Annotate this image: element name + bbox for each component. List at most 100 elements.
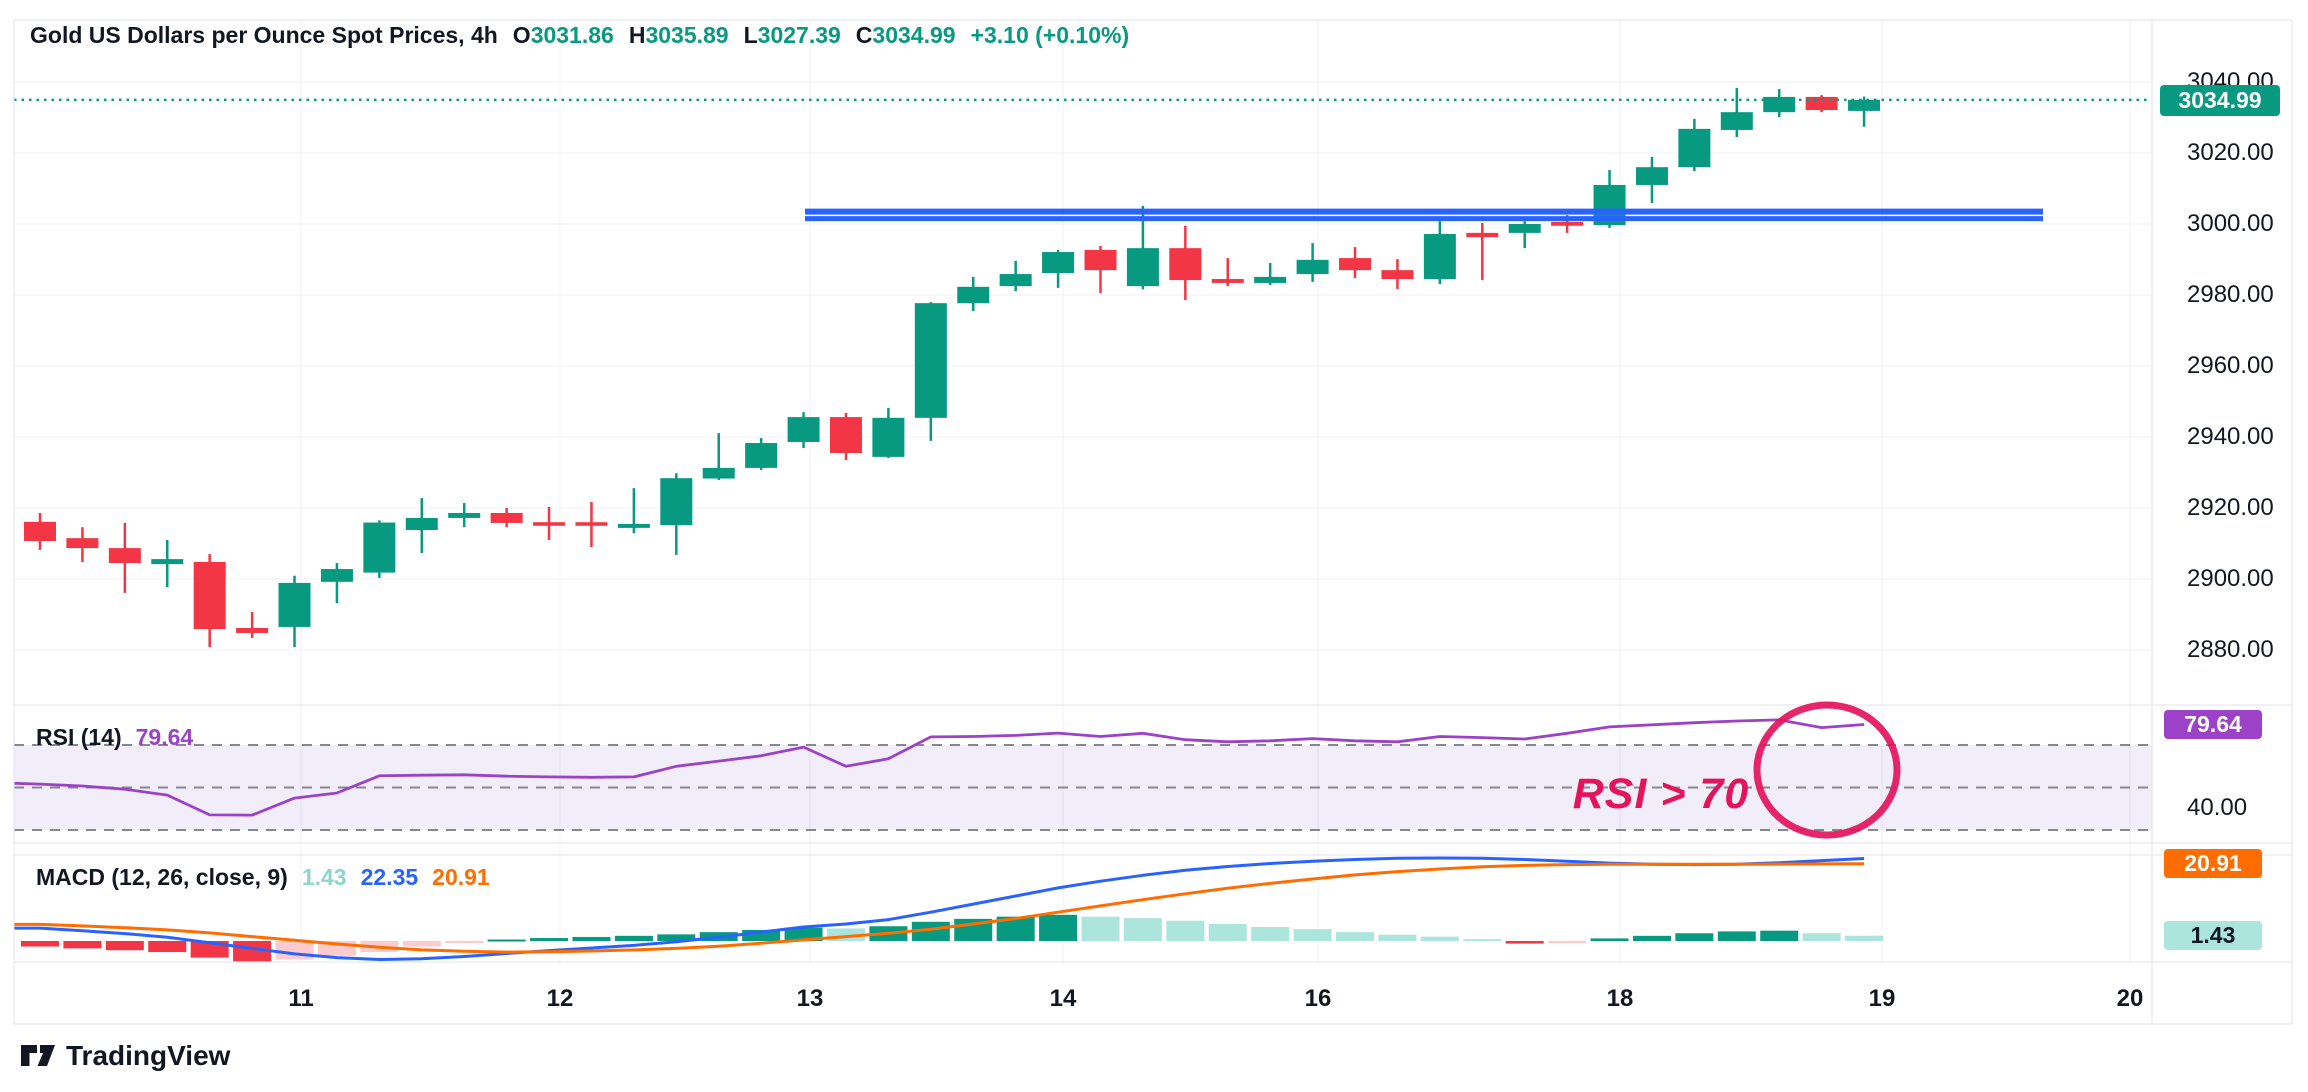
candle (108, 548, 141, 564)
candle (320, 569, 353, 582)
price-axis-label: 3020.00 (2187, 139, 2274, 166)
candle (1126, 248, 1159, 287)
ohlc-high-label: H (628, 22, 646, 48)
candle (1635, 167, 1668, 185)
brand-name: TradingView (66, 1040, 231, 1071)
candle (957, 286, 990, 304)
candle (448, 512, 481, 518)
rsi-badge: 79.64 (2164, 710, 2262, 739)
candle (1254, 276, 1287, 283)
candle (66, 538, 99, 549)
time-axis-label: 18 (1606, 985, 1634, 1012)
candle (872, 417, 905, 457)
rsi-legend[interactable]: RSI (14) 79.64 (36, 724, 193, 751)
candle (193, 561, 226, 630)
price-axis-label: 2980.00 (2187, 281, 2274, 308)
symbol-legend[interactable]: Gold US Dollars per Ounce Spot Prices, 4… (30, 22, 1129, 49)
candle (829, 417, 862, 453)
symbol-title[interactable]: Gold US Dollars per Ounce Spot Prices, 4… (30, 22, 498, 48)
price-axis-label: 3000.00 (2187, 210, 2274, 237)
macd-legend[interactable]: MACD (12, 26, close, 9) 1.43 22.35 20.91 (36, 864, 490, 891)
ohlc-low-label: L (743, 22, 758, 48)
macd-label: MACD (12, 26, close, 9) (36, 864, 288, 890)
rsi-axis-label: 40.00 (2187, 794, 2248, 821)
time-axis-label: 20 (2116, 985, 2144, 1012)
candle (1848, 99, 1881, 111)
candle (363, 522, 396, 573)
ohlc-close-label: C (855, 22, 873, 48)
candle (1508, 224, 1541, 233)
grid-lines (14, 20, 2152, 962)
candle (1381, 270, 1414, 280)
price-axis-label: 2940.00 (2187, 423, 2274, 450)
price-axis-label: 2960.00 (2187, 352, 2274, 379)
ohlc-high-value: 3035.89 (645, 22, 729, 48)
candle (575, 522, 608, 526)
macd-signal-badge: 20.91 (2164, 849, 2262, 878)
time-axis-label: 11 (288, 985, 314, 1012)
time-axis-label: 13 (796, 985, 824, 1012)
candle (1339, 258, 1372, 271)
time-axis-label: 14 (1049, 985, 1077, 1012)
candle (660, 478, 693, 526)
candle (1084, 249, 1117, 271)
ohlc-open-label: O (512, 22, 531, 48)
candle (787, 417, 820, 442)
candle (745, 443, 778, 468)
rsi-series (13, 718, 1865, 817)
price-axis-label: 2880.00 (2187, 636, 2274, 663)
ohlc-close-value: 3034.99 (872, 22, 956, 48)
ohlc-open-value: 3031.86 (530, 22, 614, 48)
candle (1763, 96, 1796, 113)
candle (1211, 279, 1244, 283)
rsi-annotation-text[interactable]: RSI > 70 (1572, 770, 1750, 818)
change-value: +3.10 (+0.10%) (970, 22, 1130, 48)
candle (1466, 232, 1499, 238)
candle (490, 512, 523, 523)
price-axis-label: 2920.00 (2187, 494, 2274, 521)
rsi-panel (14, 744, 2152, 831)
candle (1551, 221, 1584, 226)
price-axis-label: 2900.00 (2187, 565, 2274, 592)
macd-line-value: 22.35 (360, 864, 419, 890)
tradingview-logo-icon (21, 1045, 55, 1066)
candle (914, 303, 947, 418)
macd-signal-value: 20.91 (432, 864, 490, 890)
ohlc-low-value: 3027.39 (757, 22, 841, 48)
ohlc-close: C3034.99 (856, 22, 956, 49)
resistance-lines[interactable] (805, 208, 2043, 222)
time-axis-label: 12 (546, 985, 574, 1012)
candle (1169, 248, 1202, 281)
candle (151, 559, 184, 565)
rsi-value: 79.64 (135, 724, 194, 750)
candle (617, 523, 650, 528)
candle (999, 274, 1032, 287)
candles[interactable] (24, 88, 1881, 648)
ohlc-high: H3035.89 (629, 22, 729, 49)
time-axis-label: 16 (1304, 985, 1332, 1012)
candle (1423, 233, 1456, 280)
candle (1678, 128, 1711, 168)
macd-hist-badge: 1.43 (2164, 921, 2262, 950)
footer-brand[interactable]: TradingView (20, 1040, 230, 1072)
rsi-label: RSI (14) (36, 724, 122, 750)
last-price-badge: 3034.99 (2160, 85, 2280, 116)
candle (1720, 112, 1753, 130)
candle (1042, 252, 1075, 273)
macd-hist-value: 1.43 (301, 864, 347, 890)
candle (24, 521, 56, 542)
ohlc-low: L3027.39 (744, 22, 841, 49)
candle (1296, 259, 1329, 275)
candle (702, 467, 735, 479)
candle (533, 522, 566, 526)
time-axis-label: 19 (1868, 985, 1896, 1012)
candle (236, 627, 269, 633)
macd-series (14, 856, 1865, 961)
ohlc-open: O3031.86 (513, 22, 614, 49)
annotation-ellipse[interactable] (1753, 701, 1901, 839)
candle (278, 582, 311, 627)
candle (405, 517, 438, 531)
pane-borders (13, 19, 2293, 1025)
